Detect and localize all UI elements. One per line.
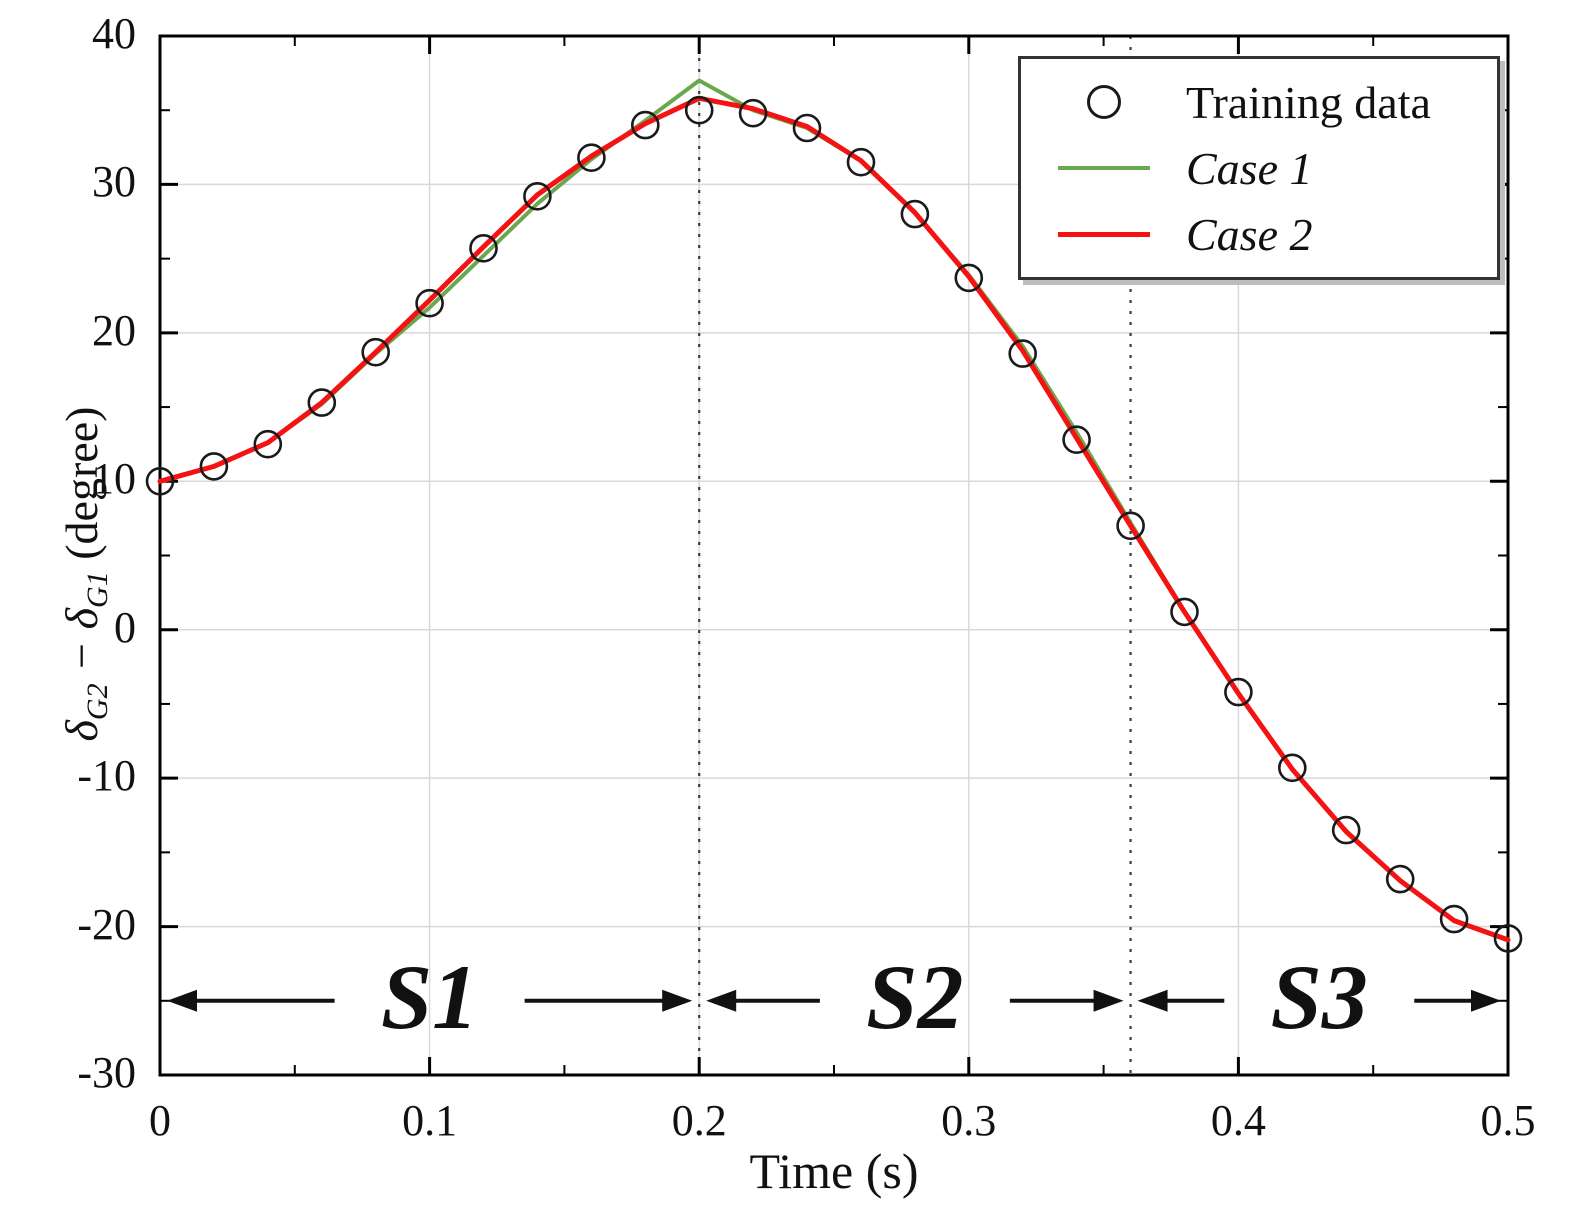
training-data-point <box>1278 753 1307 783</box>
legend-label-training-data: Training data <box>1186 76 1431 128</box>
training-data-point <box>1385 864 1415 894</box>
training-data-point <box>1062 425 1091 455</box>
y-axis-label-sub-g1: G1 <box>81 571 115 608</box>
training-data-point <box>630 110 660 140</box>
legend-row-case-2: Case 2 <box>1021 208 1497 261</box>
legend-marker-cell <box>1021 231 1186 237</box>
case-2-line-marker-icon <box>1057 231 1150 237</box>
training-data-point <box>1224 677 1253 707</box>
training-data-point <box>415 288 444 318</box>
training-data-point <box>900 199 930 229</box>
training-data-point <box>954 263 984 293</box>
training-data-point <box>469 234 498 263</box>
legend-row-training-data: Training data <box>1021 76 1497 129</box>
legend-row-case-1: Case 1 <box>1021 142 1497 195</box>
training-data-point <box>307 388 337 417</box>
training-data-point <box>145 466 175 496</box>
training-data-point <box>792 113 822 143</box>
y-axis-label-sub-g2: G2 <box>81 683 115 721</box>
legend-marker-cell <box>1021 166 1186 170</box>
y-axis-label-unit: (degree) <box>56 406 107 572</box>
y-axis-label-delta1: δ <box>56 607 107 630</box>
training-data-point <box>738 98 768 128</box>
arrowhead-right-icon <box>1471 989 1501 1012</box>
training-data-point <box>1008 339 1038 368</box>
arrowhead-right-icon <box>662 989 693 1012</box>
y-axis-label: δG2 − δG1 (degree) <box>48 24 116 1124</box>
training-data-point <box>1116 511 1145 541</box>
legend-label-case-2: Case 2 <box>1186 208 1313 260</box>
x-axis-label: Time (s) <box>749 1143 919 1199</box>
arrowhead-right-icon <box>1093 989 1124 1012</box>
training-data-point <box>1331 815 1361 845</box>
training-data-point <box>1170 597 1199 627</box>
arrowhead-left-icon <box>1137 989 1168 1012</box>
training-data-point <box>577 143 606 172</box>
training-data-point <box>361 337 391 367</box>
case-1-line-marker-icon <box>1057 166 1150 170</box>
training-data-point <box>253 429 283 459</box>
training-data-point <box>1493 924 1523 953</box>
legend-marker-cell <box>1021 85 1186 119</box>
legend: Training data Case 1 Case 2 <box>1018 56 1500 280</box>
y-axis-label-delta2: δ <box>56 720 107 742</box>
training-data-point <box>684 95 714 125</box>
y-axis-label-minus: − <box>56 629 107 684</box>
training-data-marker-icon <box>1086 85 1121 119</box>
legend-label-case-1: Case 1 <box>1186 142 1313 194</box>
training-data-point <box>199 452 229 481</box>
training-data-point <box>1439 904 1469 934</box>
training-data-point <box>846 147 876 177</box>
arrowhead-left-icon <box>706 989 737 1012</box>
training-data-point <box>523 182 552 211</box>
arrowhead-left-icon <box>167 989 197 1012</box>
